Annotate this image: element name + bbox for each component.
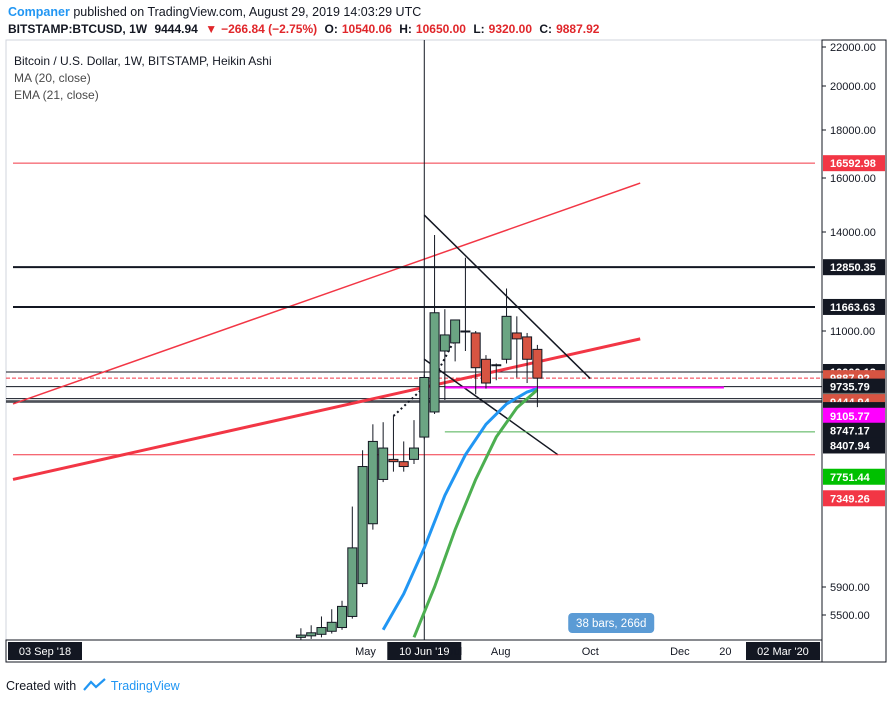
ema-21-line (412, 388, 539, 638)
x-label-badge (746, 642, 820, 660)
candle-body (378, 447, 389, 480)
open-value: 10540.06 (341, 22, 392, 36)
trendline-upper-red-channel (12, 182, 641, 405)
y-tick-label: 5900.00 (830, 582, 870, 594)
candle-body (295, 634, 306, 638)
created-with-label: Created with (6, 679, 77, 693)
y-tick-label: 11000.00 (830, 326, 875, 338)
price-label: 11663.63 (830, 302, 875, 314)
close-label: C: (539, 22, 553, 36)
y-tick-label: 18000.00 (830, 125, 876, 137)
y-tick-label: 22000.00 (830, 42, 876, 54)
price-label: 8747.17 (830, 426, 870, 438)
change-value: −266.84 (−2.75%) (221, 22, 318, 36)
range-measure-badge (568, 613, 655, 633)
candle-body (388, 458, 399, 463)
y-tick-label: 16000.00 (830, 173, 876, 185)
plot-frame (5, 39, 823, 641)
candle-body (429, 312, 440, 413)
legend-title: Bitcoin / U.S. Dollar, 1W, BITSTAMP, Hei… (14, 54, 272, 68)
ma-20-line (381, 387, 538, 631)
candle-body (367, 440, 378, 525)
published-text: published on TradingView.com, August 29,… (73, 5, 422, 19)
candle-body (522, 336, 533, 360)
candle-body (450, 319, 461, 344)
price-label-badge (823, 155, 885, 172)
price-label: 12850.35 (830, 262, 876, 274)
x-tick-label: 03 Sep '18 (19, 646, 71, 658)
price-label: 9105.77 (830, 411, 870, 423)
price-label-badge (823, 468, 885, 485)
candle-body (532, 348, 543, 379)
low-value: 9320.00 (488, 22, 533, 36)
candle-body (409, 447, 419, 460)
trendline-black-descending-upper (423, 214, 591, 380)
candle-body (326, 621, 337, 632)
high-value: 10650.00 (415, 22, 466, 36)
ohlc-header: BITSTAMP:BTCUSD, 1W 9444.94 ▼ −266.84 (−2… (8, 22, 603, 36)
open-label: O: (324, 22, 338, 36)
legend-ma[interactable]: MA (20, close) (14, 71, 91, 85)
chart-legend: Bitcoin / U.S. Dollar, 1W, BITSTAMP, Hei… (14, 53, 272, 104)
author-name[interactable]: Companer (8, 5, 70, 19)
candle-body (316, 627, 327, 635)
candle-body (306, 632, 317, 637)
low-label: L: (473, 22, 485, 36)
x-tick-label: Dec (670, 646, 690, 658)
candle-body (460, 330, 471, 333)
price-label: 9735.79 (830, 382, 870, 394)
x-tick-label: 02 Mar '20 (757, 646, 809, 658)
x-tick-label: 10 Jun '19 (399, 646, 449, 658)
candle-body (439, 334, 450, 352)
x-tick-label: Jul (448, 646, 462, 658)
plot-area (6, 40, 822, 640)
x-tick-label: Aug (491, 646, 511, 658)
symbol-label: BITSTAMP:BTCUSD, 1W (8, 22, 148, 36)
price-label-badge (823, 259, 885, 276)
candle-body (398, 461, 409, 468)
price-label: 7751.44 (830, 472, 871, 484)
last-price: 9444.94 (154, 22, 198, 36)
price-label-badge (823, 422, 885, 439)
price-label-badge (823, 407, 885, 424)
price-label: 16592.98 (830, 158, 876, 170)
candle-body (347, 547, 358, 617)
price-label: 8407.94 (830, 440, 871, 452)
range-measure-label: 38 bars, 266d (576, 618, 646, 630)
x-tick-label: 20 (719, 646, 731, 658)
y-tick-label: 14000.00 (830, 227, 876, 239)
candle-body (337, 605, 348, 629)
close-value: 9887.92 (556, 22, 600, 36)
legend-ema[interactable]: EMA (21, close) (14, 88, 99, 102)
high-label: H: (399, 22, 412, 36)
candle-body (491, 364, 502, 367)
price-label: 7349.26 (830, 493, 870, 505)
x-label-badge (8, 642, 82, 660)
price-label-badge (823, 490, 885, 507)
footer: Created with TradingView (6, 678, 180, 693)
publish-info: Companer published on TradingView.com, A… (8, 5, 421, 19)
price-axis (821, 39, 887, 663)
down-arrow-icon: ▼ (205, 22, 218, 36)
y-tick-label: 5500.00 (830, 610, 870, 622)
tradingview-brand[interactable]: TradingView (110, 679, 180, 693)
candle-body (501, 315, 512, 360)
x-label-badge (387, 642, 462, 660)
candle-body (511, 332, 522, 340)
candle-body (419, 376, 430, 438)
x-tick-label: May (355, 646, 376, 658)
candle-body (357, 466, 368, 585)
trendline-black-descending-lower (423, 358, 559, 456)
price-label-badge (823, 378, 885, 395)
price-label-badge (823, 437, 885, 454)
price-label-badge (823, 298, 885, 315)
candle-body (480, 358, 491, 384)
tradingview-logo-icon (82, 678, 106, 691)
candle-body (470, 332, 481, 369)
x-tick-label: Oct (582, 646, 599, 658)
y-tick-label: 20000.00 (830, 81, 876, 93)
